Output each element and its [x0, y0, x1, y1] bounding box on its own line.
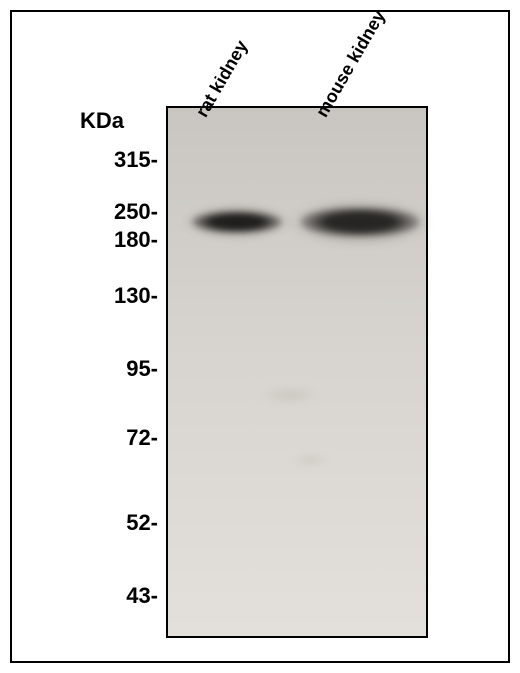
mw-tick: 43- [126, 585, 158, 607]
mw-tick: 250- [114, 201, 158, 223]
smudge [290, 453, 330, 467]
mw-tick: 130- [114, 285, 158, 307]
blot-panel [166, 106, 428, 638]
smudge [260, 386, 320, 404]
unit-label: KDa [80, 108, 124, 134]
mw-tick: 180- [114, 229, 158, 251]
mw-tick: 95- [126, 358, 158, 380]
band-core [192, 211, 282, 233]
band-core [300, 207, 420, 237]
mw-tick: 315- [114, 149, 158, 171]
mw-tick: 52- [126, 512, 158, 534]
mw-tick: 72- [126, 427, 158, 449]
